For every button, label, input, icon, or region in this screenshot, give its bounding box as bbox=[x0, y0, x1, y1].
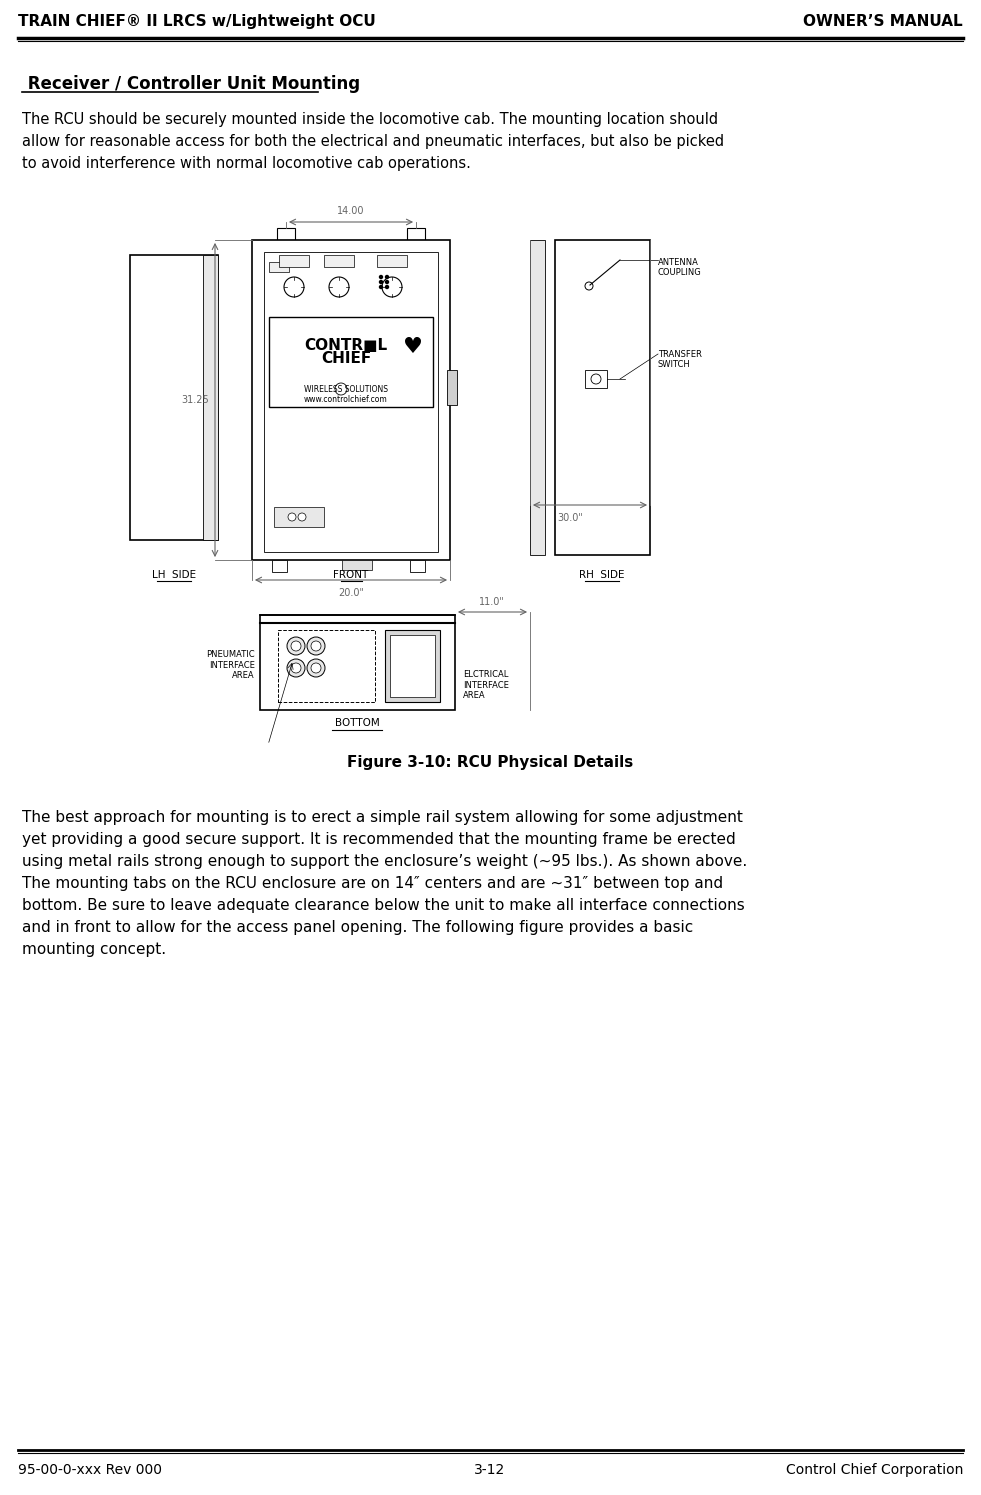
Text: ELCTRICAL
INTERFACE
AREA: ELCTRICAL INTERFACE AREA bbox=[463, 670, 509, 700]
Text: WIRELESS SOLUTIONS: WIRELESS SOLUTIONS bbox=[304, 386, 388, 395]
Circle shape bbox=[386, 286, 388, 289]
Text: and in front to allow for the access panel opening. The following figure provide: and in front to allow for the access pan… bbox=[22, 919, 694, 934]
Bar bbox=[585, 369, 607, 389]
Bar bbox=[279, 256, 309, 268]
Bar bbox=[274, 507, 324, 528]
Bar bbox=[203, 256, 218, 540]
Text: mounting concept.: mounting concept. bbox=[22, 942, 166, 957]
Text: The best approach for mounting is to erect a simple rail system allowing for som: The best approach for mounting is to ere… bbox=[22, 810, 743, 825]
Text: bottom. Be sure to leave adequate clearance below the unit to make all interface: bottom. Be sure to leave adequate cleara… bbox=[22, 898, 745, 913]
Bar bbox=[530, 241, 545, 555]
Text: LH  SIDE: LH SIDE bbox=[152, 570, 196, 580]
Text: The RCU should be securely mounted inside the locomotive cab. The mounting locat: The RCU should be securely mounted insid… bbox=[22, 112, 718, 127]
Circle shape bbox=[288, 513, 296, 520]
Circle shape bbox=[298, 513, 306, 520]
Circle shape bbox=[291, 641, 301, 650]
Text: 3-12: 3-12 bbox=[475, 1464, 505, 1477]
Bar bbox=[130, 256, 218, 540]
Text: FRONT: FRONT bbox=[334, 570, 369, 580]
Text: ♥: ♥ bbox=[403, 336, 423, 357]
Text: OWNER’S MANUAL: OWNER’S MANUAL bbox=[803, 13, 963, 28]
Text: RH  SIDE: RH SIDE bbox=[579, 570, 625, 580]
Bar bbox=[377, 256, 407, 268]
Circle shape bbox=[307, 659, 325, 677]
Bar bbox=[272, 561, 287, 573]
Circle shape bbox=[291, 662, 301, 673]
Bar bbox=[342, 561, 372, 570]
Bar bbox=[447, 369, 457, 405]
Bar bbox=[324, 256, 354, 268]
Text: 20.0": 20.0" bbox=[338, 588, 364, 598]
Bar bbox=[277, 229, 295, 241]
Text: PNEUMATIC
INTERFACE
AREA: PNEUMATIC INTERFACE AREA bbox=[206, 650, 255, 680]
Bar bbox=[252, 241, 450, 561]
Bar bbox=[410, 561, 425, 573]
Circle shape bbox=[311, 662, 321, 673]
Bar bbox=[385, 629, 440, 703]
Text: CONTR■L
CHIEF: CONTR■L CHIEF bbox=[304, 338, 387, 366]
Circle shape bbox=[386, 275, 388, 278]
Text: The mounting tabs on the RCU enclosure are on 14″ centers and are ~31″ between t: The mounting tabs on the RCU enclosure a… bbox=[22, 876, 723, 891]
Text: 31.25: 31.25 bbox=[181, 395, 209, 405]
Circle shape bbox=[380, 275, 383, 278]
Circle shape bbox=[585, 283, 593, 290]
Text: 11.0": 11.0" bbox=[479, 597, 505, 607]
Bar bbox=[278, 629, 375, 703]
Bar bbox=[260, 614, 455, 710]
Text: ANTENNA
COUPLING: ANTENNA COUPLING bbox=[658, 259, 701, 278]
Circle shape bbox=[287, 637, 305, 655]
Bar bbox=[555, 241, 650, 555]
Text: www.controlchief.com: www.controlchief.com bbox=[304, 395, 387, 404]
Text: Control Chief Corporation: Control Chief Corporation bbox=[786, 1464, 963, 1477]
Bar bbox=[407, 229, 425, 241]
Text: Receiver / Controller Unit Mounting: Receiver / Controller Unit Mounting bbox=[22, 75, 360, 93]
Circle shape bbox=[287, 659, 305, 677]
Bar bbox=[390, 635, 435, 697]
Text: allow for reasonable access for both the electrical and pneumatic interfaces, bu: allow for reasonable access for both the… bbox=[22, 135, 724, 150]
Circle shape bbox=[380, 281, 383, 284]
Circle shape bbox=[382, 277, 402, 298]
Text: Figure 3-10: RCU Physical Details: Figure 3-10: RCU Physical Details bbox=[347, 755, 633, 770]
Circle shape bbox=[386, 281, 388, 284]
Bar bbox=[269, 262, 289, 272]
Circle shape bbox=[284, 277, 304, 298]
Text: 30.0": 30.0" bbox=[557, 513, 583, 523]
Circle shape bbox=[335, 383, 347, 395]
Circle shape bbox=[329, 277, 349, 298]
Circle shape bbox=[311, 641, 321, 650]
Bar bbox=[264, 253, 438, 552]
Text: BOTTOM: BOTTOM bbox=[335, 718, 380, 728]
Circle shape bbox=[307, 637, 325, 655]
Text: to avoid interference with normal locomotive cab operations.: to avoid interference with normal locomo… bbox=[22, 155, 471, 170]
Text: yet providing a good secure support. It is recommended that the mounting frame b: yet providing a good secure support. It … bbox=[22, 833, 736, 848]
Bar bbox=[269, 317, 433, 407]
Text: TRANSFER
SWITCH: TRANSFER SWITCH bbox=[658, 350, 701, 369]
Text: TRAIN CHIEF® II LRCS w/Lightweight OCU: TRAIN CHIEF® II LRCS w/Lightweight OCU bbox=[18, 13, 376, 28]
Text: using metal rails strong enough to support the enclosure’s weight (~95 lbs.). As: using metal rails strong enough to suppo… bbox=[22, 854, 748, 869]
Text: 95-00-0-xxx Rev 000: 95-00-0-xxx Rev 000 bbox=[18, 1464, 162, 1477]
Circle shape bbox=[591, 374, 601, 384]
Text: 14.00: 14.00 bbox=[337, 206, 365, 215]
Circle shape bbox=[380, 286, 383, 289]
